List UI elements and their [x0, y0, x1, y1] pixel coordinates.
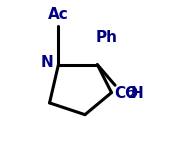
Text: CO: CO [114, 86, 138, 101]
Text: 2: 2 [127, 90, 135, 100]
Text: Ac: Ac [48, 7, 69, 22]
Text: N: N [40, 55, 53, 70]
Text: H: H [130, 86, 143, 101]
Text: Ph: Ph [95, 30, 117, 45]
